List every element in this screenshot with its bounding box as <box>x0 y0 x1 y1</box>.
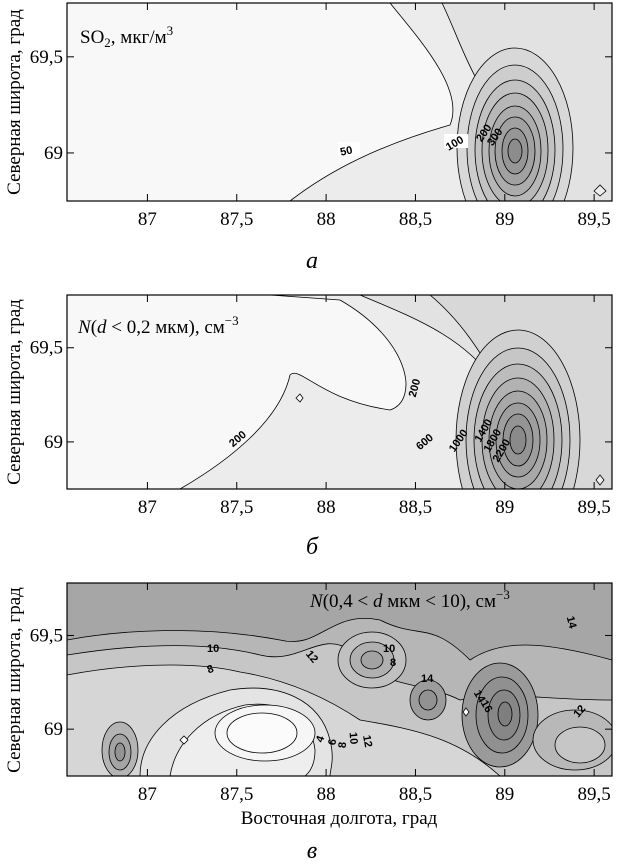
x-tick-label: 87,5 <box>220 784 253 805</box>
y-tick-label: 69,5 <box>30 625 63 646</box>
contour-field-c: 10 8 12 10 8 14 4 6 8 10 12 14 16 14 12 <box>67 583 612 776</box>
x-tick-label: 89 <box>495 784 514 805</box>
y-axis-label: Северная широта, град <box>4 299 25 485</box>
axis-ticks: 87 87,5 88 88,5 89 89,5 69 69,5 <box>30 295 612 518</box>
panel-b: 200 200 600 1000 1400 1800 2200 87 87,5 88… <box>4 294 613 560</box>
contour-label: 6 <box>326 738 339 746</box>
contour-label: 12 <box>360 734 374 748</box>
axis-ticks: 87 87,5 88 88,5 89 89,5 69 69,5 <box>30 3 612 230</box>
chart-title: N(d < 0,2 мкм), см−3 <box>77 313 239 338</box>
y-tick-label: 69,5 <box>30 47 63 68</box>
plot-frame <box>66 2 613 202</box>
contour-label: 200 <box>407 378 423 399</box>
contour-label: 8 <box>337 741 349 748</box>
y-axis-label: Северная широта, град <box>4 9 25 195</box>
x-tick-label: 88,5 <box>399 209 432 230</box>
x-tick-label: 88 <box>317 209 336 230</box>
x-tick-label: 89 <box>495 497 514 518</box>
panel-c: 10 8 12 10 8 14 4 6 8 10 12 14 16 14 12 … <box>4 582 613 864</box>
contour-field-b: 200 200 600 1000 1400 1800 2200 <box>67 295 612 489</box>
x-tick-label: 88,5 <box>399 497 432 518</box>
x-tick-label: 89,5 <box>578 784 611 805</box>
contour-field-a: 50 100 200 300 <box>67 3 612 201</box>
contour-label: 10 <box>383 643 395 655</box>
x-tick-label: 89,5 <box>578 209 611 230</box>
panel-a: 50 100 200 300 87 87,5 88 88,5 89 89,56969,5 … <box>4 2 613 274</box>
contour-label: 8 <box>390 657 396 669</box>
plot-frame <box>66 294 613 490</box>
chart-title: N(0,4 < d мкм < 10), см−3 <box>309 587 510 612</box>
y-tick-label: 69 <box>44 719 63 740</box>
y-tick-label: 69 <box>44 143 63 164</box>
x-tick-label: 87 <box>138 209 157 230</box>
x-tick-label: 87,5 <box>220 209 253 230</box>
x-tick-label: 87,5 <box>220 497 253 518</box>
plot-frame <box>66 582 613 777</box>
panel-caption: б <box>306 534 319 560</box>
x-tick-label: 88,5 <box>399 784 432 805</box>
x-axis-label: Восточная долгота, град <box>241 808 438 829</box>
x-tick-label: 88 <box>317 497 336 518</box>
contour-label: 14 <box>564 615 579 631</box>
x-tick-label: 87 <box>138 784 157 805</box>
x-tick-label: 89 <box>495 209 514 230</box>
contour-label: 4 <box>314 733 328 744</box>
contour-label: 8 <box>206 663 216 676</box>
chart-title: SO2, мкг/м3 <box>80 23 173 50</box>
contour-label: 16 <box>478 698 495 715</box>
contour-label: 14 <box>421 673 434 685</box>
contour-label: 50 <box>339 144 353 158</box>
x-tick-label: 88 <box>317 784 336 805</box>
contour-label: 10 <box>207 643 219 655</box>
panel-caption: а <box>306 248 318 274</box>
y-axis-label: Северная широта, град <box>4 587 25 773</box>
x-tick-label: 87 <box>138 497 157 518</box>
contour-label: 10 <box>347 732 360 745</box>
x-tick-label: 89,5 <box>578 497 611 518</box>
y-tick-label: 69,5 <box>30 338 63 359</box>
panel-caption: в <box>307 838 317 864</box>
y-tick-label: 69 <box>44 432 63 453</box>
